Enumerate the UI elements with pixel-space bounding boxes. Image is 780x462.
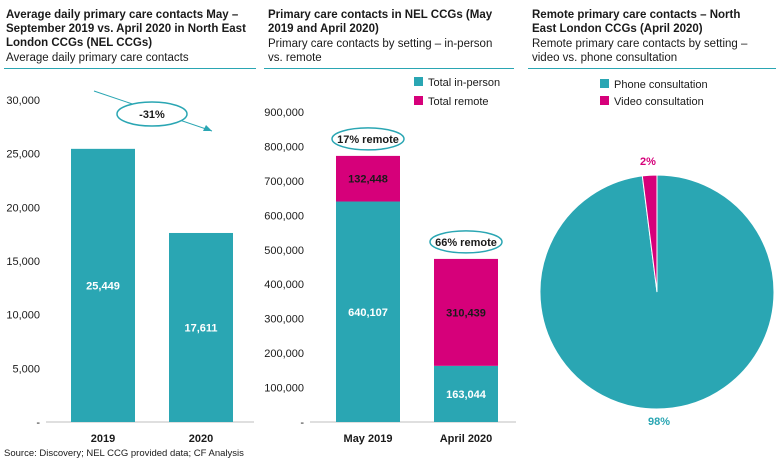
p2-y-tick-label: 600,000 [264, 210, 304, 222]
p1-y-tick-label: 30,000 [6, 95, 40, 107]
p2-bar-in-person [434, 365, 498, 422]
p2-x-tick-label: May 2019 [344, 433, 393, 445]
p2-legend-label: Total in-person [428, 77, 500, 89]
p1-change-ellipse [116, 101, 188, 127]
panel1-divider [4, 68, 256, 69]
p3-slice-label-phone: 98% [648, 416, 670, 428]
p2-y-tick-label: 100,000 [264, 383, 304, 395]
p3-legend-swatch [600, 96, 609, 105]
p2-y-tick-label: 200,000 [264, 348, 304, 360]
panel1-title: Average daily primary care contacts May … [6, 9, 246, 49]
p1-change-label: -31% [139, 109, 165, 121]
panel3-title: Remote primary care contacts – North Eas… [532, 9, 741, 35]
p1-change-arrow-head [203, 125, 212, 131]
p1-y-tick-label: 25,000 [6, 149, 40, 161]
p1-x-tick-label: 2020 [189, 433, 213, 445]
p2-legend-swatch [414, 77, 423, 86]
p3-legend-label: Video consultation [614, 96, 704, 108]
source-note: Source: Discovery; NEL CCG provided data… [4, 448, 244, 459]
p1-bar-value-label: 17,611 [184, 322, 217, 334]
p2-legend-swatch [414, 96, 423, 105]
p1-y-tick-label: 10,000 [6, 310, 40, 322]
p2-y-tick-label: 300,000 [264, 314, 304, 326]
p2-bar-remote [336, 155, 400, 202]
p1-x-tick-label: 2019 [91, 433, 115, 445]
p2-bar-remote [434, 258, 498, 366]
p2-y-tick-label: - [300, 417, 304, 429]
p2-remote-share-ellipse [429, 230, 503, 254]
p3-legend-label: Phone consultation [614, 79, 708, 91]
p1-bar-value-label: 25,449 [86, 280, 120, 292]
p3-slice-label-video: 2% [640, 156, 656, 168]
p2-x-tick-label: April 2020 [440, 433, 493, 445]
p1-bar [71, 148, 135, 422]
panel3-subtitle: Remote primary care contacts by setting … [532, 38, 748, 64]
p2-y-tick-label: 800,000 [264, 141, 304, 153]
p2-y-tick-label: 400,000 [264, 279, 304, 291]
p2-segment-value-label: 163,044 [446, 389, 487, 401]
p2-y-tick-label: 900,000 [264, 107, 304, 119]
p2-remote-share-ellipse [331, 127, 405, 151]
p3-slice-video [641, 174, 658, 293]
panel2-subtitle: Primary care contacts by setting – in-pe… [268, 38, 493, 64]
p3-legend-swatch [600, 79, 609, 88]
p1-y-tick-label: 5,000 [12, 363, 40, 375]
p1-bar [169, 232, 233, 422]
panel1-subtitle: Average daily primary care contacts [6, 52, 189, 64]
p2-legend-label: Total remote [428, 96, 489, 108]
p1-y-tick-label: 20,000 [6, 202, 40, 214]
p1-y-tick-label: - [36, 417, 40, 429]
panel2-title: Primary care contacts in NEL CCGs (May 2… [268, 9, 493, 35]
p2-segment-value-label: 310,439 [446, 307, 486, 319]
panel2-divider [264, 68, 514, 69]
p2-remote-share-label: 17% remote [337, 134, 399, 146]
p2-segment-value-label: 132,448 [348, 174, 388, 186]
p1-y-tick-label: 15,000 [6, 256, 40, 268]
p2-y-tick-label: 700,000 [264, 176, 304, 188]
p2-y-tick-label: 500,000 [264, 245, 304, 257]
p2-bar-in-person [336, 201, 400, 422]
p2-segment-value-label: 640,107 [348, 307, 388, 319]
panel3-divider [528, 68, 776, 69]
p2-remote-share-label: 66% remote [435, 237, 497, 249]
